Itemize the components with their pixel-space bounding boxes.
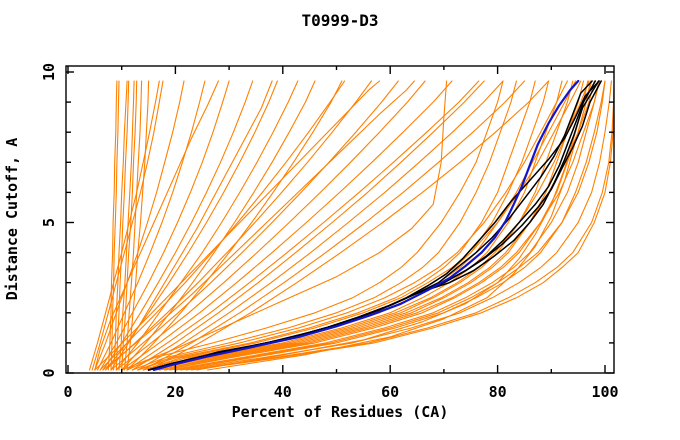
predictions-curve [164,80,601,371]
predictions-curve [115,80,130,371]
x-tick-label: 40 [274,383,292,401]
x-tick-label: 0 [63,383,72,401]
predictions-curve [99,80,230,371]
predictions-curve [126,80,504,371]
predictions-curve [99,80,346,371]
predictions-curve [137,80,504,371]
chart-title: T0999-D3 [301,11,378,30]
predictions-curve [142,80,582,371]
predictions-curve [113,80,128,371]
predictions-curve [105,80,372,371]
predictions-curve [126,80,480,371]
y-tick-label: 10 [40,63,58,81]
curves-layer [88,79,614,372]
axes-layer: 0 20 40 60 80 100 0 5 10 [40,63,619,401]
x-tick-label: 60 [381,383,399,401]
predictions-curve [126,80,343,371]
predictions-curve [207,80,593,371]
predictions-curve [137,80,536,371]
predictions-curve [158,80,595,371]
predictions-curve [158,80,585,371]
predictions-curve [96,80,206,371]
predictions-curve [88,80,160,371]
selected-models-curve [147,80,602,371]
predictions-curve [115,80,426,371]
reference-model-curve [152,79,580,372]
predictions-curve [94,80,219,371]
plot-frame [65,65,615,374]
predictions-curve [142,80,526,371]
predictions-curve [185,80,614,371]
predictions-curve [121,80,453,371]
y-tick-label: 5 [40,218,58,227]
predictions-curve [91,80,164,371]
x-tick-label: 100 [591,383,618,401]
predictions-curve [174,80,606,371]
predictions-curve [94,80,185,371]
predictions-curve [190,80,614,371]
predictions-curve [131,80,517,371]
y-axis-label: Distance Cutoff, A [3,138,21,301]
predictions-curve [102,80,254,371]
predictions-curve [118,80,135,371]
predictions-curve [126,80,150,371]
predictions-curve [169,80,600,371]
predictions-curve [110,80,399,371]
predictions-curve [121,80,138,371]
predictions-curve [137,80,568,371]
predictions-curve [174,80,606,371]
predictions-curve [121,80,316,371]
predictions-curve [115,80,299,371]
predictions-curve [107,80,118,371]
predictions-curve [102,80,415,371]
predictions-curve [153,80,574,371]
x-tick-label: 20 [166,383,184,401]
predictions-curve [110,80,273,371]
y-tick-label: 0 [40,368,58,377]
x-axis-label: Percent of Residues (CA) [232,403,449,421]
predictions-curve [196,80,589,371]
predictions-curve [121,80,448,371]
x-tick-label: 80 [489,383,507,401]
predictions-curve [180,80,612,371]
predictions-curve [94,80,381,371]
predictions-curve [123,80,143,371]
